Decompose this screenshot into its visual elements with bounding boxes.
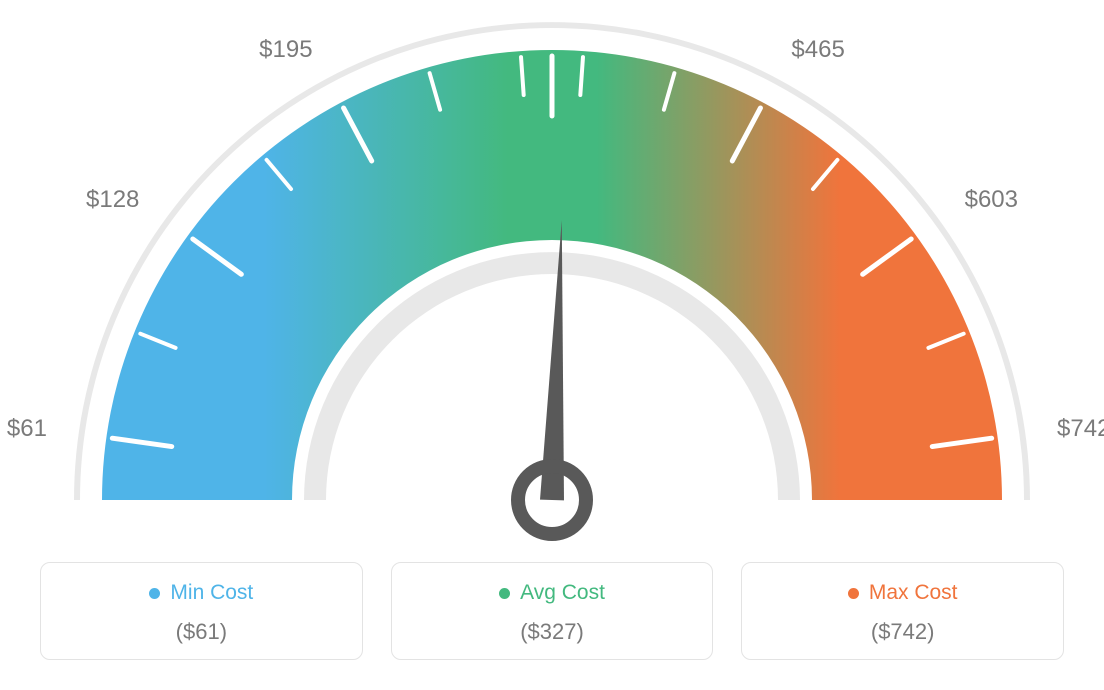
legend-avg-label: Avg Cost (520, 581, 605, 605)
legend-min-title: Min Cost (149, 581, 253, 605)
legend-max-title: Max Cost (848, 581, 958, 605)
tick-label: $128 (86, 186, 139, 214)
tick-label: $603 (965, 186, 1018, 214)
legend-row: Min Cost ($61) Avg Cost ($327) Max Cost … (40, 562, 1064, 660)
legend-avg-title: Avg Cost (499, 581, 605, 605)
legend-min-value: ($61) (51, 619, 352, 645)
legend-avg-value: ($327) (402, 619, 703, 645)
gauge-svg (0, 0, 1104, 560)
legend-avg: Avg Cost ($327) (391, 562, 714, 660)
legend-max-value: ($742) (752, 619, 1053, 645)
legend-max-label: Max Cost (869, 581, 958, 605)
cost-gauge-chart: $61$128$195$327$465$603$742 Min Cost ($6… (0, 0, 1104, 690)
tick-label: $61 (7, 415, 47, 443)
dot-icon (149, 588, 160, 599)
legend-min: Min Cost ($61) (40, 562, 363, 660)
dot-icon (499, 588, 510, 599)
tick-label: $465 (791, 36, 844, 64)
dot-icon (848, 588, 859, 599)
gauge-area: $61$128$195$327$465$603$742 (0, 0, 1104, 560)
legend-max: Max Cost ($742) (741, 562, 1064, 660)
tick-label: $195 (259, 36, 312, 64)
legend-min-label: Min Cost (170, 581, 253, 605)
tick-label: $742 (1057, 415, 1104, 443)
